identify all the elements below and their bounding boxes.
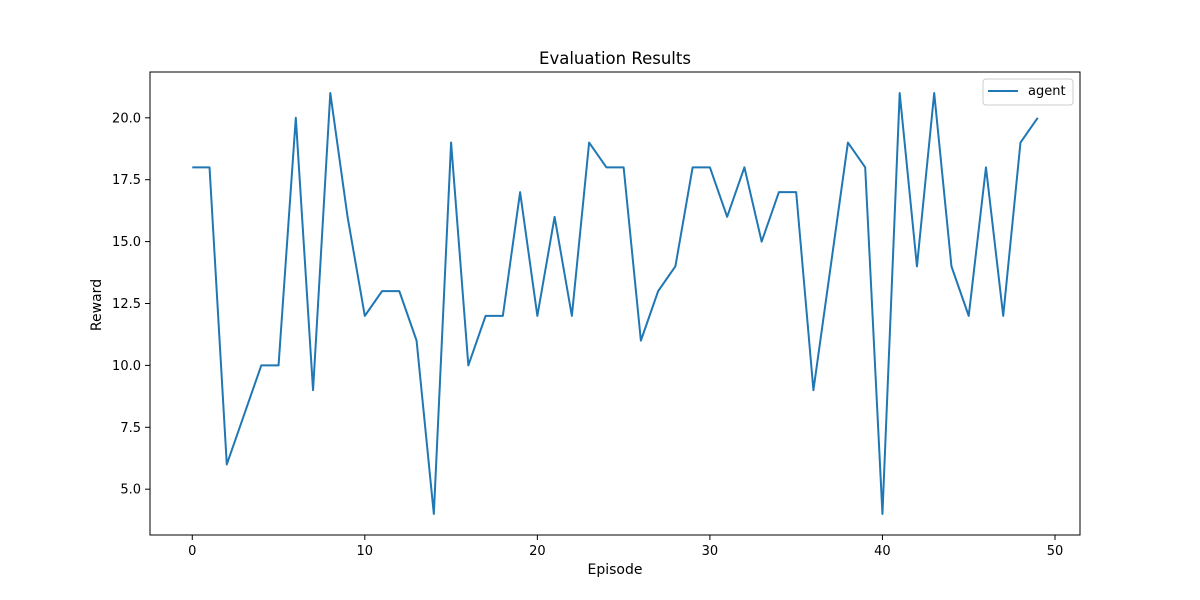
chart-title: Evaluation Results: [539, 49, 691, 68]
legend-box: [982, 78, 1074, 106]
x-tick-label: 40: [874, 544, 891, 559]
y-tick-label: 12.5: [112, 297, 141, 312]
y-tick-label: 5.0: [120, 483, 141, 498]
x-tick-label: 50: [1047, 544, 1064, 559]
x-tick-label: 0: [188, 544, 196, 559]
x-tick-label: 30: [702, 544, 719, 559]
y-tick-label: 20.0: [112, 111, 141, 126]
x-tick-label: 20: [529, 544, 546, 559]
y-tick-label: 15.0: [112, 235, 141, 250]
x-tick-label: 10: [357, 544, 374, 559]
y-tick-label: 17.5: [112, 173, 141, 188]
legend-label-agent: agent: [1028, 84, 1066, 99]
legend: agent: [982, 78, 1074, 106]
x-axis-label: Episode: [588, 562, 643, 578]
series-line-agent: [192, 92, 1039, 515]
plot-area: 0 10 20 30 40 50 5.0 7.5 10.0 12.5 15.0 17.5 20.0: [112, 71, 1081, 559]
y-tick-label: 10.0: [112, 359, 141, 374]
y-tick-label: 7.5: [120, 421, 141, 436]
y-axis-label: Reward: [89, 279, 105, 331]
